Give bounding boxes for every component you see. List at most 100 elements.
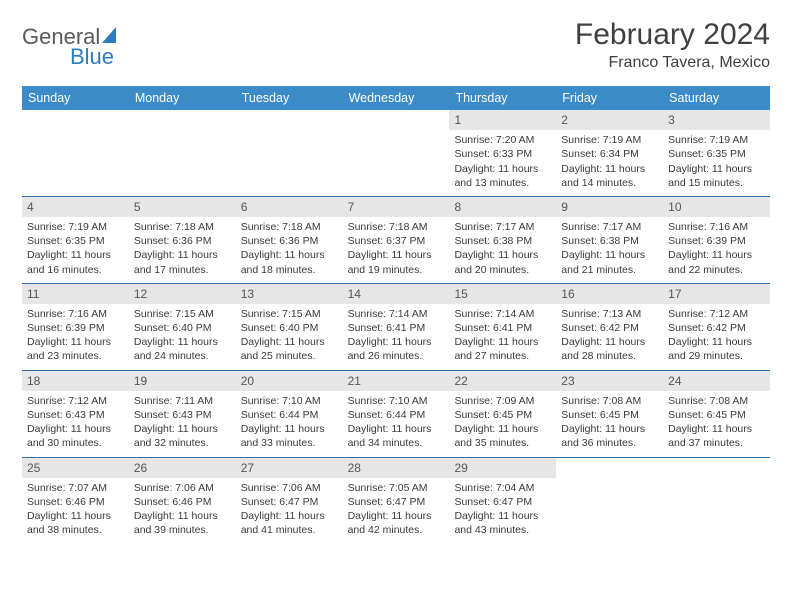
- daylight-text: Daylight: 11 hours and 23 minutes.: [27, 335, 124, 363]
- daylight-text: Daylight: 11 hours and 17 minutes.: [134, 248, 231, 276]
- day-number: 27: [236, 458, 343, 478]
- sunset-text: Sunset: 6:40 PM: [241, 321, 338, 335]
- calendar-cell: 6Sunrise: 7:18 AMSunset: 6:36 PMDaylight…: [236, 197, 343, 283]
- daylight-text: Daylight: 11 hours and 15 minutes.: [668, 162, 765, 190]
- calendar-cell: 13Sunrise: 7:15 AMSunset: 6:40 PMDayligh…: [236, 284, 343, 370]
- calendar-cell: 1Sunrise: 7:20 AMSunset: 6:33 PMDaylight…: [449, 110, 556, 196]
- sunrise-text: Sunrise: 7:08 AM: [668, 394, 765, 408]
- calendar: Sunday Monday Tuesday Wednesday Thursday…: [22, 86, 770, 543]
- sunset-text: Sunset: 6:33 PM: [454, 147, 551, 161]
- sunset-text: Sunset: 6:35 PM: [668, 147, 765, 161]
- calendar-row: 25Sunrise: 7:07 AMSunset: 6:46 PMDayligh…: [22, 457, 770, 544]
- daylight-text: Daylight: 11 hours and 35 minutes.: [454, 422, 551, 450]
- daylight-text: Daylight: 11 hours and 29 minutes.: [668, 335, 765, 363]
- calendar-cell: 12Sunrise: 7:15 AMSunset: 6:40 PMDayligh…: [129, 284, 236, 370]
- sunset-text: Sunset: 6:47 PM: [241, 495, 338, 509]
- brand-word2: Blue: [70, 44, 114, 70]
- daylight-text: Daylight: 11 hours and 42 minutes.: [348, 509, 445, 537]
- calendar-cell: 27Sunrise: 7:06 AMSunset: 6:47 PMDayligh…: [236, 458, 343, 544]
- calendar-cell: 3Sunrise: 7:19 AMSunset: 6:35 PMDaylight…: [663, 110, 770, 196]
- calendar-cell: 7Sunrise: 7:18 AMSunset: 6:37 PMDaylight…: [343, 197, 450, 283]
- sunrise-text: Sunrise: 7:19 AM: [561, 133, 658, 147]
- day-number: 1: [449, 110, 556, 130]
- calendar-cell: 10Sunrise: 7:16 AMSunset: 6:39 PMDayligh…: [663, 197, 770, 283]
- weekday-label: Friday: [556, 86, 663, 110]
- calendar-cell: 11Sunrise: 7:16 AMSunset: 6:39 PMDayligh…: [22, 284, 129, 370]
- sunset-text: Sunset: 6:43 PM: [27, 408, 124, 422]
- daylight-text: Daylight: 11 hours and 20 minutes.: [454, 248, 551, 276]
- day-number: 22: [449, 371, 556, 391]
- day-number: 12: [129, 284, 236, 304]
- daylight-text: Daylight: 11 hours and 27 minutes.: [454, 335, 551, 363]
- sunset-text: Sunset: 6:35 PM: [27, 234, 124, 248]
- day-number: 24: [663, 371, 770, 391]
- daylight-text: Daylight: 11 hours and 39 minutes.: [134, 509, 231, 537]
- calendar-body: 1 Sunrise: 7:20 AMSunset: 6:33 PM Daylight…: [22, 110, 770, 543]
- sunset-text: Sunset: 6:40 PM: [134, 321, 231, 335]
- daylight-text: Daylight: 11 hours and 14 minutes.: [561, 162, 658, 190]
- sunset-text: Sunset: 6:45 PM: [454, 408, 551, 422]
- calendar-row: 11Sunrise: 7:16 AMSunset: 6:39 PMDayligh…: [22, 283, 770, 370]
- weekday-label: Saturday: [663, 86, 770, 110]
- calendar-cell: 8Sunrise: 7:17 AMSunset: 6:38 PMDaylight…: [449, 197, 556, 283]
- calendar-cell: 17Sunrise: 7:12 AMSunset: 6:42 PMDayligh…: [663, 284, 770, 370]
- day-number: 13: [236, 284, 343, 304]
- sunset-text: Sunset: 6:38 PM: [561, 234, 658, 248]
- sunrise-text: Sunrise: 7:09 AM: [454, 394, 551, 408]
- day-number: 25: [22, 458, 129, 478]
- sunrise-text: Sunrise: 7:15 AM: [134, 307, 231, 321]
- sunrise-text: Sunrise: 7:14 AM: [454, 307, 551, 321]
- daylight-text: Daylight: 11 hours and 28 minutes.: [561, 335, 658, 363]
- sunrise-text: Sunrise: 7:17 AM: [561, 220, 658, 234]
- calendar-cell: 26Sunrise: 7:06 AMSunset: 6:46 PMDayligh…: [129, 458, 236, 544]
- daylight-text: Daylight: 11 hours and 37 minutes.: [668, 422, 765, 450]
- daylight-text: Daylight: 11 hours and 32 minutes.: [134, 422, 231, 450]
- calendar-cell: 4Sunrise: 7:19 AMSunset: 6:35 PMDaylight…: [22, 197, 129, 283]
- calendar-cell: 9Sunrise: 7:17 AMSunset: 6:38 PMDaylight…: [556, 197, 663, 283]
- sunset-text: Sunset: 6:44 PM: [241, 408, 338, 422]
- day-number: 14: [343, 284, 450, 304]
- sunrise-text: Sunrise: 7:18 AM: [134, 220, 231, 234]
- daylight-text: Daylight: 11 hours and 21 minutes.: [561, 248, 658, 276]
- daylight-text: Daylight: 11 hours and 22 minutes.: [668, 248, 765, 276]
- sunrise-text: Sunrise: 7:06 AM: [134, 481, 231, 495]
- sunset-text: Sunset: 6:45 PM: [668, 408, 765, 422]
- day-number: 20: [236, 371, 343, 391]
- calendar-cell: [22, 110, 129, 196]
- sunset-text: Sunset: 6:37 PM: [348, 234, 445, 248]
- calendar-cell: [129, 110, 236, 196]
- calendar-weekday-header: Sunday Monday Tuesday Wednesday Thursday…: [22, 86, 770, 110]
- calendar-cell: 23Sunrise: 7:08 AMSunset: 6:45 PMDayligh…: [556, 371, 663, 457]
- day-number: 15: [449, 284, 556, 304]
- sunset-text: Sunset: 6:41 PM: [454, 321, 551, 335]
- sunrise-text: Sunrise: 7:12 AM: [27, 394, 124, 408]
- calendar-cell: [556, 458, 663, 544]
- month-title: February 2024: [575, 18, 770, 52]
- day-number: 21: [343, 371, 450, 391]
- sunset-text: Sunset: 6:47 PM: [348, 495, 445, 509]
- weekday-label: Tuesday: [236, 86, 343, 110]
- calendar-row: 18Sunrise: 7:12 AMSunset: 6:43 PMDayligh…: [22, 370, 770, 457]
- calendar-row: 1 Sunrise: 7:20 AMSunset: 6:33 PM Daylight…: [22, 110, 770, 196]
- daylight-text: Daylight: 11 hours and 18 minutes.: [241, 248, 338, 276]
- daylight-text: Daylight: 11 hours and 19 minutes.: [348, 248, 445, 276]
- sunrise-text: Sunrise: 7:11 AM: [134, 394, 231, 408]
- calendar-cell: 15 Sunrise: 7:14 AMSunset: 6:41 PMDayligh…: [449, 284, 556, 370]
- location-label: Franco Tavera, Mexico: [575, 54, 770, 72]
- page-header: General February 2024 Franco Tavera, Mex…: [22, 18, 770, 72]
- sunrise-text: Sunrise: 7:20 AM: [454, 133, 551, 147]
- sunset-text: Sunset: 6:41 PM: [348, 321, 445, 335]
- daylight-text: Daylight: 11 hours and 34 minutes.: [348, 422, 445, 450]
- sunset-text: Sunset: 6:34 PM: [561, 147, 658, 161]
- calendar-cell: 2Sunrise: 7:19 AMSunset: 6:34 PMDaylight…: [556, 110, 663, 196]
- day-number: 26: [129, 458, 236, 478]
- title-block: February 2024 Franco Tavera, Mexico: [575, 18, 770, 72]
- calendar-cell: [663, 458, 770, 544]
- sunrise-text: Sunrise: 7:13 AM: [561, 307, 658, 321]
- calendar-cell: 18Sunrise: 7:12 AMSunset: 6:43 PMDayligh…: [22, 371, 129, 457]
- day-number: 6: [236, 197, 343, 217]
- sunrise-text: Sunrise: 7:10 AM: [348, 394, 445, 408]
- day-number: 19: [129, 371, 236, 391]
- daylight-text: Daylight: 11 hours and 26 minutes.: [348, 335, 445, 363]
- sunset-text: Sunset: 6:44 PM: [348, 408, 445, 422]
